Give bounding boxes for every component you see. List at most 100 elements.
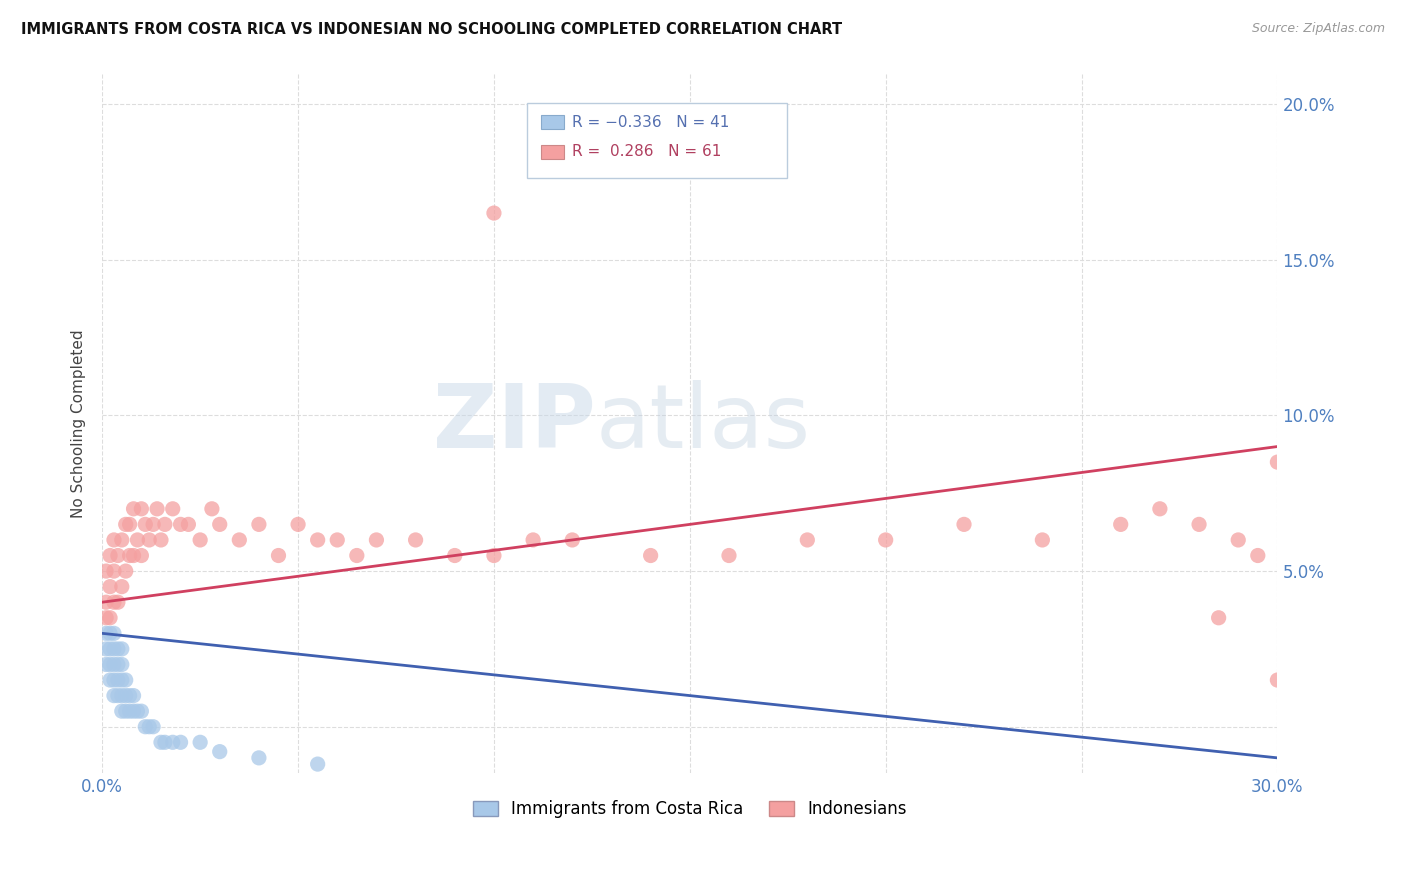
Point xyxy=(228,533,250,547)
Point xyxy=(103,595,125,609)
Point xyxy=(142,720,165,734)
Point xyxy=(138,533,160,547)
Point xyxy=(366,533,388,547)
Point xyxy=(149,533,172,547)
Point xyxy=(146,501,169,516)
Point xyxy=(1031,533,1053,547)
Point xyxy=(111,580,134,594)
Text: atlas: atlas xyxy=(596,380,811,467)
Point xyxy=(114,517,136,532)
Point xyxy=(94,595,117,609)
Point xyxy=(94,626,117,640)
Point xyxy=(103,641,125,656)
Point xyxy=(103,533,125,547)
Point xyxy=(107,641,129,656)
Y-axis label: No Schooling Completed: No Schooling Completed xyxy=(72,329,86,517)
Point xyxy=(1188,517,1211,532)
Point xyxy=(122,501,145,516)
Point xyxy=(443,549,465,563)
Point xyxy=(188,735,211,749)
Point xyxy=(114,689,136,703)
Point xyxy=(177,517,200,532)
Point xyxy=(103,564,125,578)
Point xyxy=(111,704,134,718)
Point xyxy=(131,549,153,563)
Legend: Immigrants from Costa Rica, Indonesians: Immigrants from Costa Rica, Indonesians xyxy=(467,793,912,824)
Point xyxy=(561,533,583,547)
Point xyxy=(142,517,165,532)
Point xyxy=(98,611,121,625)
Point xyxy=(118,517,141,532)
Point xyxy=(103,689,125,703)
Text: IMMIGRANTS FROM COSTA RICA VS INDONESIAN NO SCHOOLING COMPLETED CORRELATION CHAR: IMMIGRANTS FROM COSTA RICA VS INDONESIAN… xyxy=(21,22,842,37)
Point xyxy=(1149,501,1171,516)
Point xyxy=(134,720,156,734)
Point xyxy=(118,704,141,718)
Point xyxy=(640,549,662,563)
Point xyxy=(98,580,121,594)
Point xyxy=(153,517,176,532)
Point xyxy=(114,564,136,578)
Point xyxy=(326,533,349,547)
Point xyxy=(208,745,231,759)
Point xyxy=(107,689,129,703)
Point xyxy=(131,501,153,516)
Point xyxy=(201,501,224,516)
Point xyxy=(1227,533,1250,547)
Point xyxy=(127,704,149,718)
Point xyxy=(267,549,290,563)
Point xyxy=(98,626,121,640)
Point xyxy=(111,533,134,547)
Point xyxy=(94,564,117,578)
Point xyxy=(94,611,117,625)
Point xyxy=(131,704,153,718)
Point xyxy=(149,735,172,749)
Point xyxy=(107,673,129,687)
Point xyxy=(103,626,125,640)
Point xyxy=(1267,673,1289,687)
Point xyxy=(162,735,184,749)
Point xyxy=(122,689,145,703)
Point xyxy=(1247,549,1270,563)
Text: R =  0.286   N = 61: R = 0.286 N = 61 xyxy=(572,145,721,159)
Point xyxy=(717,549,740,563)
Text: Source: ZipAtlas.com: Source: ZipAtlas.com xyxy=(1251,22,1385,36)
Point xyxy=(287,517,309,532)
Point xyxy=(1208,611,1230,625)
Point xyxy=(107,657,129,672)
Point xyxy=(114,673,136,687)
Point xyxy=(111,641,134,656)
Point xyxy=(134,517,156,532)
Point xyxy=(405,533,427,547)
Point xyxy=(169,517,191,532)
Point xyxy=(111,673,134,687)
Point xyxy=(122,549,145,563)
Point xyxy=(188,533,211,547)
Point xyxy=(953,517,976,532)
Point xyxy=(875,533,897,547)
Point xyxy=(107,595,129,609)
Point xyxy=(98,549,121,563)
Point xyxy=(307,533,329,547)
Point xyxy=(796,533,818,547)
Point xyxy=(118,689,141,703)
Point xyxy=(98,641,121,656)
Point xyxy=(118,549,141,563)
Text: ZIP: ZIP xyxy=(433,380,596,467)
Point xyxy=(247,751,270,765)
Point xyxy=(307,757,329,772)
Point xyxy=(98,657,121,672)
Point xyxy=(94,657,117,672)
Point xyxy=(482,206,505,220)
Point xyxy=(138,720,160,734)
Point xyxy=(153,735,176,749)
Point xyxy=(1109,517,1132,532)
Point xyxy=(346,549,368,563)
Point xyxy=(98,673,121,687)
Point xyxy=(522,533,544,547)
Point xyxy=(127,533,149,547)
Point xyxy=(162,501,184,516)
Point xyxy=(122,704,145,718)
Point xyxy=(103,673,125,687)
Point xyxy=(208,517,231,532)
